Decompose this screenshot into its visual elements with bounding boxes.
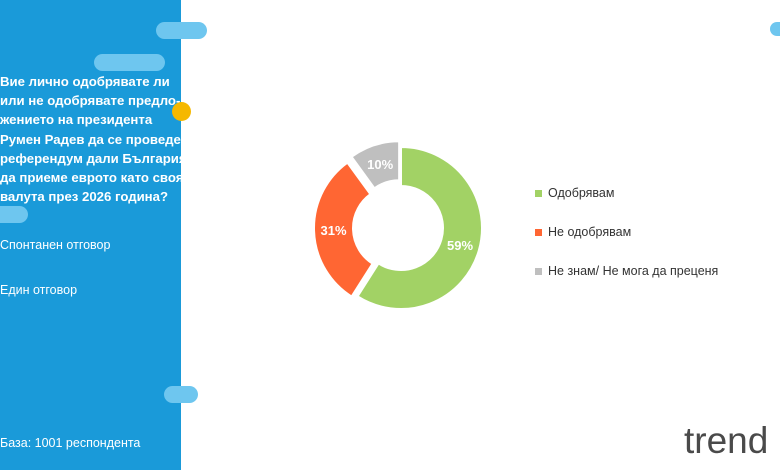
question-line: или не одобрявате предло-: [0, 93, 181, 109]
donut-chart: 59% 31% 10%: [313, 140, 483, 310]
decorative-pill: [164, 386, 198, 403]
decorative-pill: [770, 22, 780, 36]
decorative-dot: [172, 102, 191, 121]
legend-label: Не одобрявам: [548, 225, 632, 239]
response-type-note: Спонтанен отговор: [0, 238, 111, 252]
legend-label: Не знам/ Не мога да преценя: [548, 264, 719, 278]
decorative-pill: [94, 54, 165, 71]
trend-logo: trend: [684, 420, 769, 461]
chart-legend: Одобрявам Не одобрявам Не знам/ Не мога …: [535, 184, 718, 301]
slice-value-label: 59%: [447, 238, 473, 253]
slice-dont-know: [350, 140, 401, 190]
slice-disapprove: [313, 161, 374, 298]
sample-base-note: База: 1001 респондента: [0, 436, 141, 450]
question-line: жението на президента: [0, 112, 153, 128]
legend-item-dont-know: Не знам/ Не мога да преценя: [535, 262, 718, 280]
slice-value-label: 31%: [321, 223, 347, 238]
question-line: Румен Радев да се проведе: [0, 131, 181, 147]
question-line: референдум дали България: [0, 150, 181, 166]
sidebar: Вие лично одобрявате ли или не одобряват…: [0, 0, 181, 470]
legend-swatch: [535, 189, 542, 197]
answer-count-note: Един отговор: [0, 283, 78, 297]
legend-item-disapprove: Не одобрявам: [535, 223, 718, 241]
question-line: Вие лично одобрявате ли: [0, 74, 170, 89]
question-line: валута през 2026 година?: [0, 189, 169, 205]
legend-swatch: [535, 228, 542, 236]
question-text: Вие лично одобрявате ли или не одобряват…: [0, 72, 181, 206]
slice-value-label: 10%: [367, 157, 393, 172]
sidebar-pill-decoration: [0, 206, 28, 223]
legend-swatch: [535, 267, 542, 275]
legend-item-approve: Одобрявам: [535, 184, 718, 202]
decorative-pill: [156, 22, 207, 39]
question-line: да приеме еврото като своя: [0, 170, 181, 186]
slice-approve: [356, 145, 483, 310]
legend-label: Одобрявам: [548, 186, 615, 200]
